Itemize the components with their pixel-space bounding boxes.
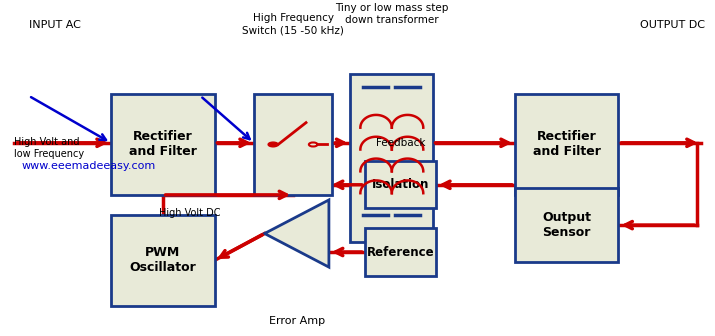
FancyBboxPatch shape xyxy=(254,94,332,195)
FancyBboxPatch shape xyxy=(111,94,214,195)
FancyBboxPatch shape xyxy=(515,188,618,262)
FancyBboxPatch shape xyxy=(365,228,436,276)
FancyBboxPatch shape xyxy=(365,161,436,208)
Text: Feedback: Feedback xyxy=(375,138,425,148)
Text: Reference: Reference xyxy=(367,246,434,258)
Text: PWM
Oscillator: PWM Oscillator xyxy=(129,246,196,275)
Text: Isolation: Isolation xyxy=(372,178,429,191)
Text: Rectifier
and Filter: Rectifier and Filter xyxy=(129,130,197,159)
Text: Error Amp: Error Amp xyxy=(269,316,325,326)
Text: Tiny or low mass step
down transformer: Tiny or low mass step down transformer xyxy=(335,3,448,25)
FancyBboxPatch shape xyxy=(515,94,618,195)
Polygon shape xyxy=(265,200,329,267)
FancyBboxPatch shape xyxy=(111,215,214,306)
Text: Output
Sensor: Output Sensor xyxy=(542,211,591,239)
FancyBboxPatch shape xyxy=(350,74,433,242)
Text: INPUT AC: INPUT AC xyxy=(29,20,81,30)
Text: High Volt DC: High Volt DC xyxy=(159,208,220,218)
Text: Rectifier
and Filter: Rectifier and Filter xyxy=(533,130,601,159)
Text: High Frequency
Switch (15 -50 kHz): High Frequency Switch (15 -50 kHz) xyxy=(242,13,344,35)
Text: OUTPUT DC: OUTPUT DC xyxy=(640,20,705,30)
Text: High Volt and
low Frequency: High Volt and low Frequency xyxy=(14,137,84,159)
Text: www.eeemadeeasy.com: www.eeemadeeasy.com xyxy=(21,161,156,171)
Circle shape xyxy=(268,142,278,147)
